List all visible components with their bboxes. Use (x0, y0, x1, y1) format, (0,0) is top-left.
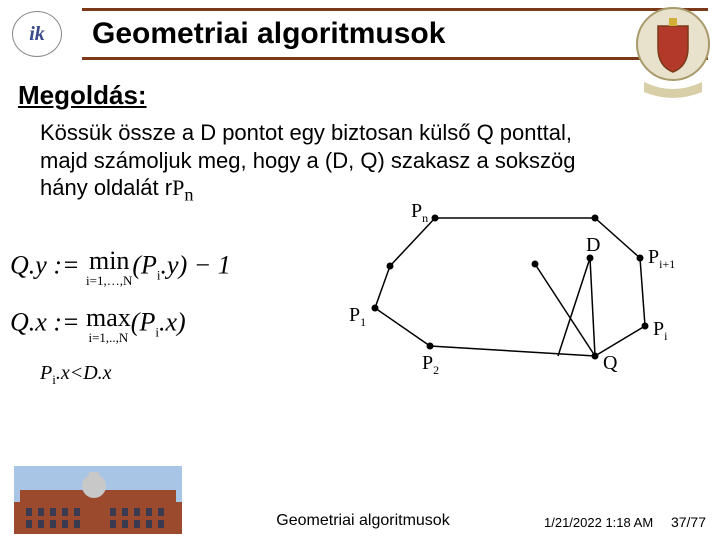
polygon-diagram: Pn D Pi+1 P1 P2 Q Pi (300, 196, 680, 406)
point-label-Pn: Pn (411, 200, 428, 226)
crest-icon (634, 4, 712, 100)
title-bar: Geometriai algoritmusok (82, 8, 708, 60)
point-label-Q: Q (603, 352, 617, 375)
logo-left-icon: ik (12, 11, 62, 57)
header: ik Geometriai algoritmusok (0, 0, 720, 64)
footer-title: Geometriai algoritmusok (182, 512, 544, 534)
formula-qx: Q.x := max i=1,..,N (Pi.x) (10, 305, 310, 344)
formula-constraint: Pi.x<D.x (40, 362, 310, 388)
section-heading: Megoldás: (18, 80, 698, 111)
formula-qy: Q.y := min i=1,…,N (Pi.y) − 1 (10, 248, 310, 287)
point-label-P2: P2 (422, 352, 439, 378)
page-title: Geometriai algoritmusok (82, 17, 708, 51)
formula-block: Q.y := min i=1,…,N (Pi.y) − 1 Q.x := max… (10, 248, 310, 406)
footer: Geometriai algoritmusok 1/21/2022 1:18 A… (0, 468, 720, 540)
building-icon (14, 466, 182, 534)
footer-page-number: 37/77 (654, 514, 706, 534)
point-label-P1: P1 (349, 304, 366, 330)
footer-date: 1/21/2022 1:18 AM (544, 515, 654, 534)
point-label-D: D (586, 234, 600, 257)
point-label-Pi: Pi (653, 318, 667, 344)
body-text: Kössük össze a D pontot egy biztosan kül… (18, 119, 698, 206)
point-label-Pi1: Pi+1 (648, 246, 675, 272)
content-area: Megoldás: Kössük össze a D pontot egy bi… (0, 64, 720, 206)
